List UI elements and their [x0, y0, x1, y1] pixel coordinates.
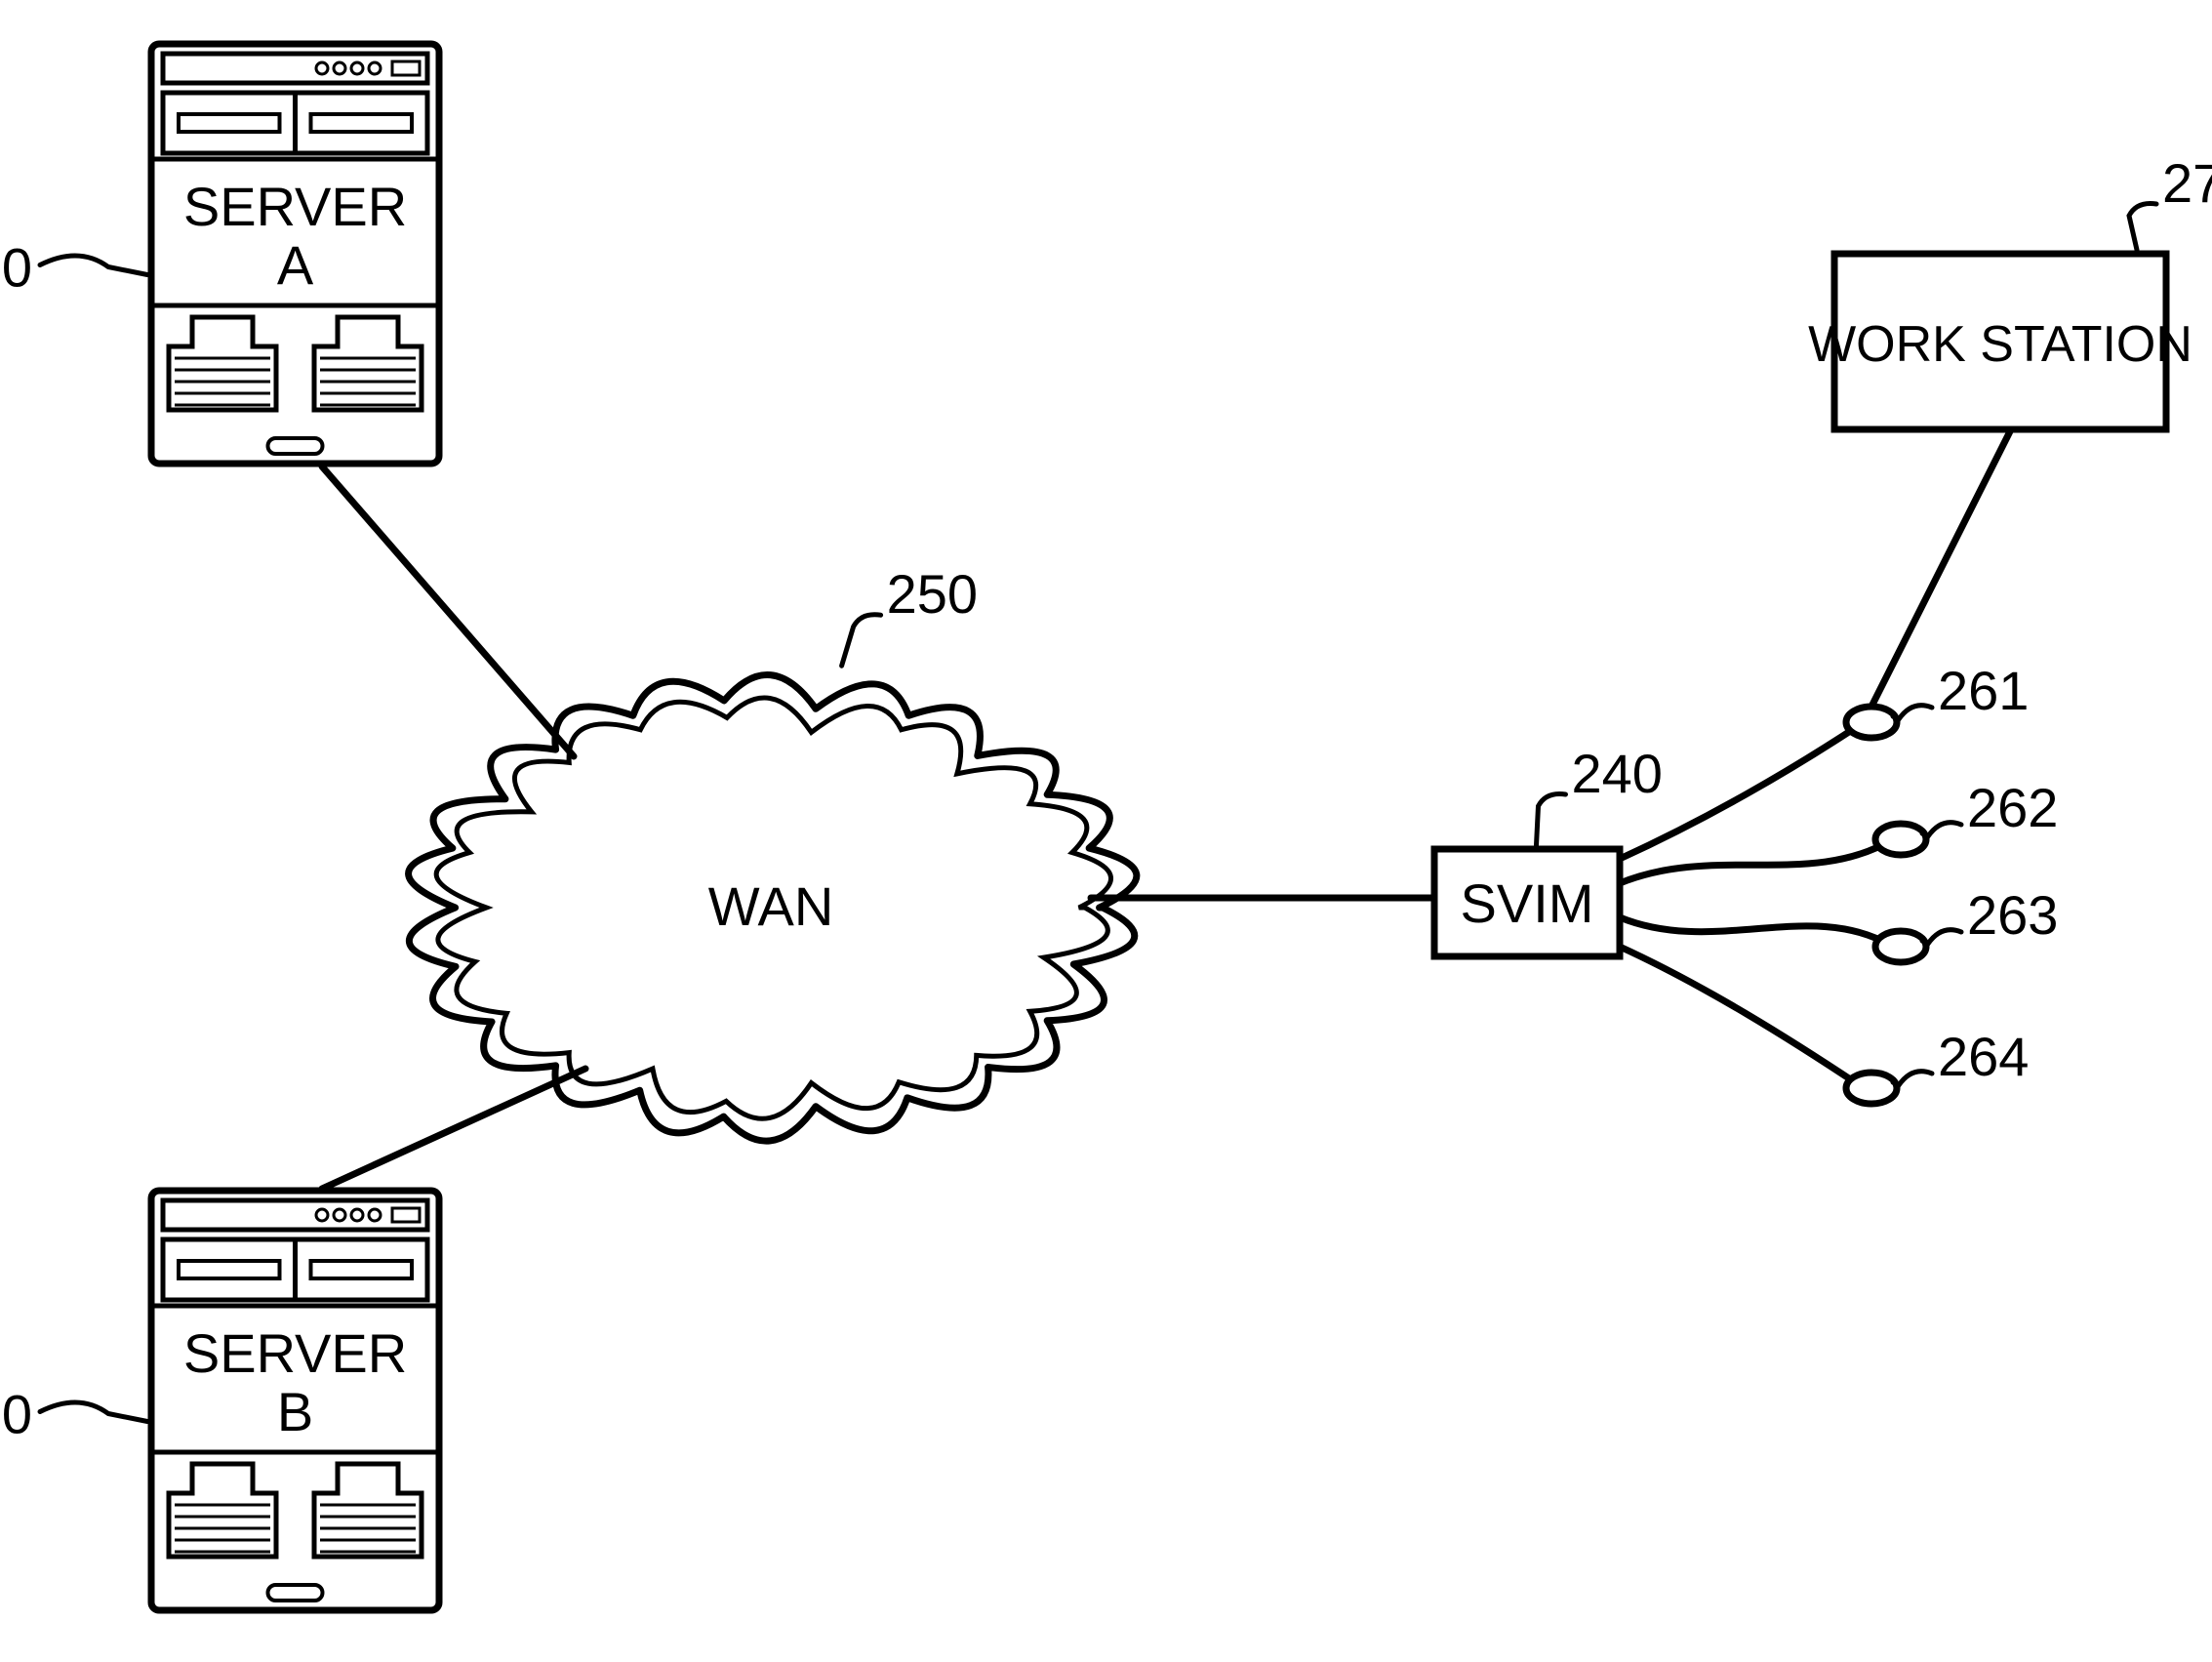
diagram-canvas: WAN250SERVERA200SERVERB210SVIM240WORK ST…	[0, 0, 2212, 1662]
server-a-label1: SERVER	[183, 176, 407, 237]
server-b-leader	[40, 1402, 147, 1422]
svim-label: SVIM	[1461, 872, 1594, 934]
port-2-ref: 262	[1967, 777, 2058, 838]
port-1-ref: 261	[1938, 660, 2029, 721]
server-a-leader	[40, 256, 147, 275]
server-a-ref: 200	[0, 237, 32, 299]
port-3-tip	[1875, 931, 1926, 962]
workstation-label: WORK STATION	[1808, 316, 2192, 373]
server-a-label2: A	[277, 234, 314, 296]
port-2-tail	[1620, 839, 1893, 883]
svim: SVIM	[1434, 849, 1620, 956]
workstation: WORK STATION	[1808, 254, 2192, 429]
svim-ref: 240	[1572, 743, 1663, 804]
port-2-leader	[1922, 823, 1961, 836]
wan-cloud: WAN	[409, 675, 1137, 1142]
workstation-leader	[2129, 204, 2156, 251]
port-4-tail	[1620, 947, 1864, 1088]
svim-leader	[1537, 794, 1566, 846]
port-3: 263	[1620, 884, 2058, 962]
port-1-tip	[1846, 707, 1897, 738]
port-4-ref: 264	[1938, 1026, 2029, 1087]
workstation-ref: 270	[2162, 152, 2212, 214]
port-2-tip	[1875, 824, 1926, 855]
server-a: SERVERA 200	[0, 44, 439, 464]
server-b-label1: SERVER	[183, 1322, 407, 1384]
server-b-ref: 210	[0, 1384, 32, 1445]
port-3-tail	[1620, 917, 1893, 947]
edge-serverA_to_cloud	[322, 466, 574, 756]
server-b: SERVERB 210	[0, 1191, 439, 1610]
port-3-leader	[1922, 930, 1961, 944]
port-3-ref: 263	[1967, 884, 2058, 946]
server-b-label2: B	[277, 1381, 313, 1442]
port-4-leader	[1893, 1072, 1932, 1085]
port-4-tip	[1846, 1073, 1897, 1104]
wan-leader	[842, 615, 881, 667]
edge-serverB_to_cloud	[322, 1069, 585, 1189]
port-4: 264	[1620, 947, 2029, 1104]
port-1-leader	[1893, 706, 1932, 719]
wan-label: WAN	[708, 875, 834, 937]
wan-ref: 250	[887, 563, 978, 625]
